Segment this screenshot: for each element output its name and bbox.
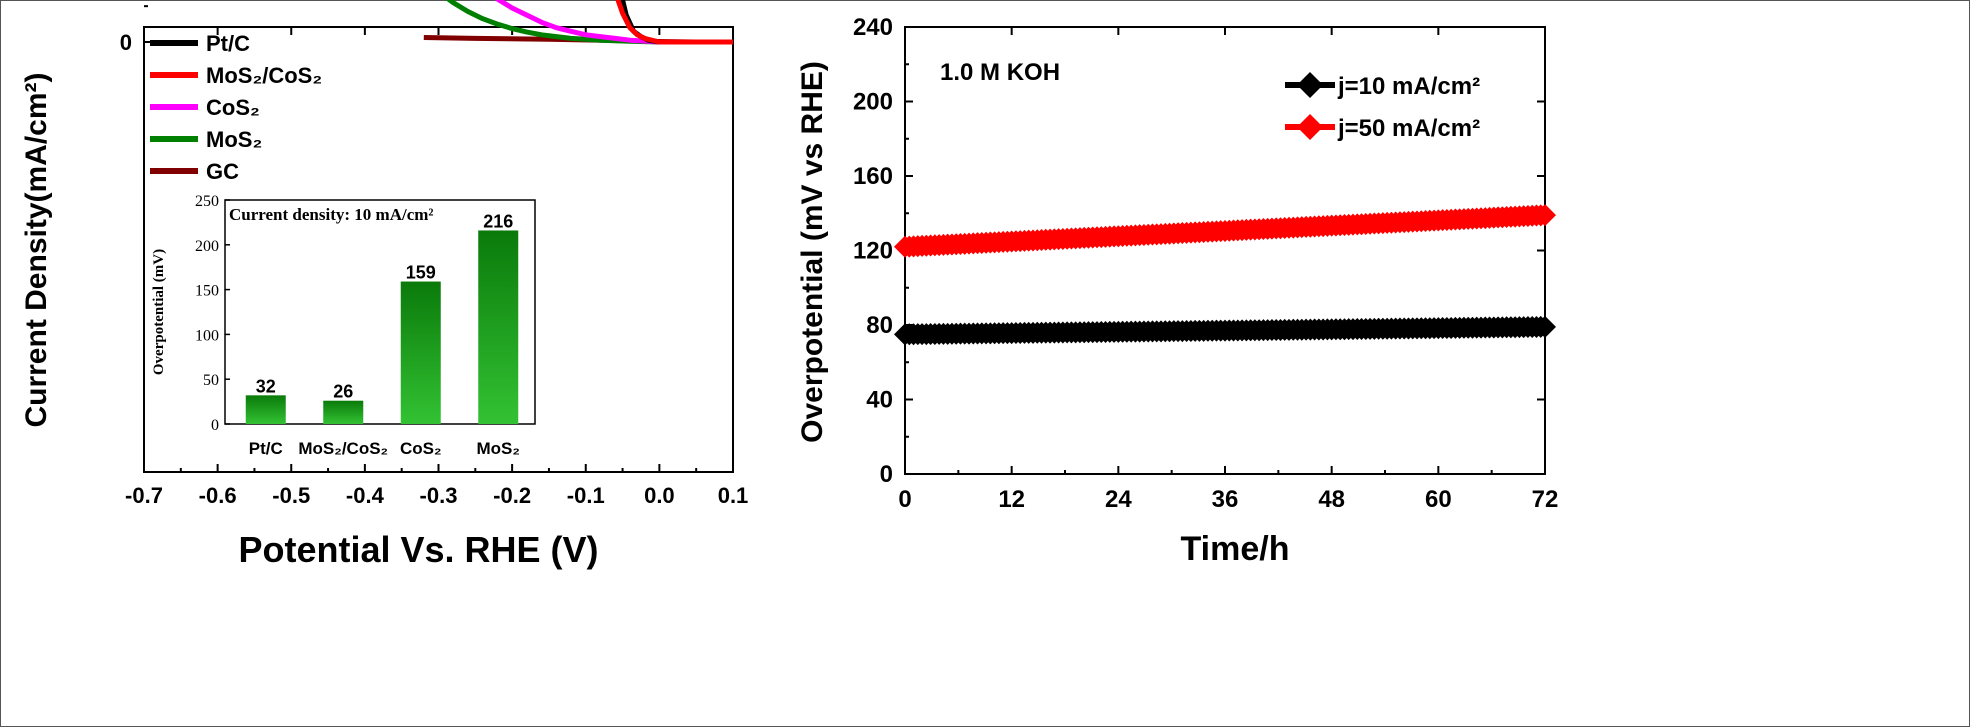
x-tick-label: 0.0 <box>644 483 675 508</box>
y-tick-label: 120 <box>853 238 893 265</box>
x-tick-label: 0.1 <box>718 483 749 508</box>
y-tick-label: 80 <box>866 312 893 339</box>
inset-value-label: 26 <box>333 382 353 402</box>
inset-value-label: 216 <box>483 211 513 231</box>
inset-value-label: 32 <box>256 376 276 396</box>
inset-y-axis-label: Overpotential (mV) <box>151 249 167 375</box>
x-tick-label: -0.1 <box>567 483 605 508</box>
inset-category-label: Pt/C <box>249 439 283 458</box>
legend-entry: j=10 mA/cm² <box>1337 73 1480 100</box>
inset-y-tick-label: 0 <box>211 417 219 434</box>
x-axis-label: Time/h <box>1181 530 1290 568</box>
series-band-j=10 mA/cm² <box>894 315 1556 346</box>
x-tick-label: -0.5 <box>272 483 310 508</box>
inset-y-tick-label: 100 <box>195 327 219 344</box>
inset-y-tick-label: 200 <box>195 238 219 255</box>
y-tick-label: 0 <box>120 30 132 55</box>
y-axis-label: Current Density(mA/cm²) <box>20 72 53 427</box>
y-tick-label: 40 <box>866 387 893 414</box>
legend-entry: CoS₂ <box>206 95 260 120</box>
series-marker <box>1534 315 1556 338</box>
inset-bar <box>323 400 364 424</box>
inset-value-label: 159 <box>406 263 436 283</box>
inset-title: Current density: 10 mA/cm² <box>229 205 434 224</box>
stability-chart: 0 12 24 36 48 60 72 0 40 80 120 160 200 240 Time/h Over… <box>796 14 1558 568</box>
x-tick-label: -0.2 <box>493 483 531 508</box>
x-axis-label: Potential Vs. RHE (V) <box>238 529 598 570</box>
x-tick-label: 36 <box>1212 486 1239 513</box>
legend-swatch-marker <box>1297 114 1323 140</box>
legend-entry: MoS₂ <box>206 127 262 152</box>
legend-swatch-marker <box>1297 72 1323 98</box>
x-tick-label: -0.4 <box>346 483 385 508</box>
inset-y-tick-label: 50 <box>203 372 219 389</box>
x-tick-label: 60 <box>1425 486 1452 513</box>
x-tick-label: -0.3 <box>420 483 458 508</box>
legend-entry: Pt/C <box>206 31 250 56</box>
inset-category-label: MoS₂/CoS₂ <box>298 439 388 458</box>
y-tick-label: 0 <box>880 461 893 488</box>
legend-entry: GC <box>206 159 239 184</box>
overpotential-bar-inset: 0 50 100 150 200 250 Overpotential (mV) Current… <box>151 193 536 458</box>
inset-bar <box>245 395 286 424</box>
series-line-MoS₂/CoS₂ <box>615 0 733 45</box>
inset-y-tick-label: 150 <box>195 283 219 300</box>
inset-category-label: MoS₂ <box>477 439 520 458</box>
series-marker <box>1534 204 1556 227</box>
polarization-curve-chart: -0.7-0.6-0.5-0.4-0.3-0.2-0.10.00.10-40-8… <box>20 0 748 570</box>
y-axis-label: Overpotential (mV vs RHE) <box>796 61 829 443</box>
inset-bar <box>400 281 441 424</box>
x-tick-label: -0.7 <box>125 483 163 508</box>
y-tick-label: 200 <box>853 89 893 116</box>
x-tick-label: 0 <box>898 486 911 513</box>
inset-category-label: CoS₂ <box>400 439 442 458</box>
legend-entry: MoS₂/CoS₂ <box>206 63 322 88</box>
x-tick-label: 48 <box>1318 486 1345 513</box>
x-tick-label: 12 <box>998 486 1025 513</box>
electrolyte-annotation: 1.0 M KOH <box>940 59 1060 86</box>
inset-y-tick-label: 250 <box>195 193 219 210</box>
y-tick-label: 240 <box>853 14 893 41</box>
x-tick-label: 72 <box>1532 486 1559 513</box>
x-tick-label: 24 <box>1105 486 1132 513</box>
inset-bar <box>478 230 519 424</box>
y-tick-label: 160 <box>853 163 893 190</box>
x-tick-label: -0.6 <box>199 483 237 508</box>
legend-entry: j=50 mA/cm² <box>1337 115 1480 142</box>
series-band-j=50 mA/cm² <box>894 204 1556 258</box>
